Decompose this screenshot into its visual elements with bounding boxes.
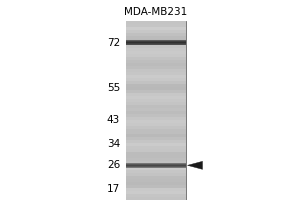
Bar <box>126 57 186 60</box>
Bar <box>126 78 186 81</box>
Bar <box>126 99 186 102</box>
Bar <box>126 129 186 132</box>
Bar <box>126 167 186 168</box>
Bar <box>126 108 186 111</box>
Bar <box>126 167 186 170</box>
Bar <box>126 63 186 66</box>
Bar <box>126 102 186 105</box>
Bar <box>126 164 186 165</box>
Polygon shape <box>188 161 202 169</box>
Bar <box>126 194 186 197</box>
Bar <box>126 87 186 90</box>
Bar <box>126 54 186 57</box>
Bar <box>126 158 186 161</box>
Bar <box>126 164 186 167</box>
Bar <box>126 114 186 117</box>
Bar <box>126 137 186 140</box>
Bar <box>126 81 186 84</box>
Bar <box>126 30 186 33</box>
Bar <box>126 21 186 200</box>
Bar <box>126 155 186 158</box>
Bar <box>126 48 186 51</box>
Bar <box>126 165 186 166</box>
Bar <box>126 185 186 188</box>
Bar <box>126 93 186 96</box>
Bar <box>126 188 186 191</box>
Bar <box>126 96 186 99</box>
Bar <box>126 69 186 72</box>
Bar <box>126 149 186 152</box>
Bar <box>126 33 186 36</box>
Bar <box>126 146 186 149</box>
Bar <box>126 90 186 93</box>
Bar <box>126 66 186 69</box>
Bar <box>126 191 186 194</box>
Bar <box>126 21 186 24</box>
Bar <box>126 42 186 43</box>
Bar <box>126 36 186 39</box>
Text: 43: 43 <box>107 115 120 125</box>
Bar <box>126 134 186 137</box>
Bar <box>126 51 186 54</box>
Bar <box>126 72 186 75</box>
Bar <box>126 75 186 78</box>
Bar <box>126 40 186 41</box>
Bar <box>126 39 186 42</box>
Bar <box>126 27 186 30</box>
Bar <box>126 41 186 42</box>
Text: 34: 34 <box>107 139 120 149</box>
Text: MDA-MB231: MDA-MB231 <box>124 7 188 17</box>
Text: 26: 26 <box>107 160 120 170</box>
Bar <box>126 170 186 173</box>
Text: 72: 72 <box>107 38 120 48</box>
Bar <box>126 176 186 179</box>
Bar <box>126 120 186 123</box>
Text: 17: 17 <box>107 184 120 194</box>
Bar <box>126 105 186 108</box>
Bar <box>126 123 186 126</box>
Bar <box>126 182 186 185</box>
Bar <box>126 24 186 27</box>
Bar <box>126 126 186 129</box>
Bar <box>126 173 186 176</box>
Bar <box>126 179 186 182</box>
Bar <box>126 42 186 45</box>
Bar <box>126 163 186 164</box>
Bar <box>126 84 186 87</box>
Bar <box>126 117 186 120</box>
Text: 55: 55 <box>107 83 120 93</box>
Bar <box>126 45 186 48</box>
Bar <box>126 152 186 155</box>
Bar <box>126 143 186 146</box>
Bar <box>126 132 186 134</box>
Bar <box>126 140 186 143</box>
Bar <box>126 197 186 200</box>
Bar <box>126 43 186 44</box>
Bar <box>126 60 186 63</box>
Bar <box>126 161 186 164</box>
Bar <box>126 44 186 45</box>
Bar <box>126 166 186 167</box>
Bar <box>126 111 186 114</box>
